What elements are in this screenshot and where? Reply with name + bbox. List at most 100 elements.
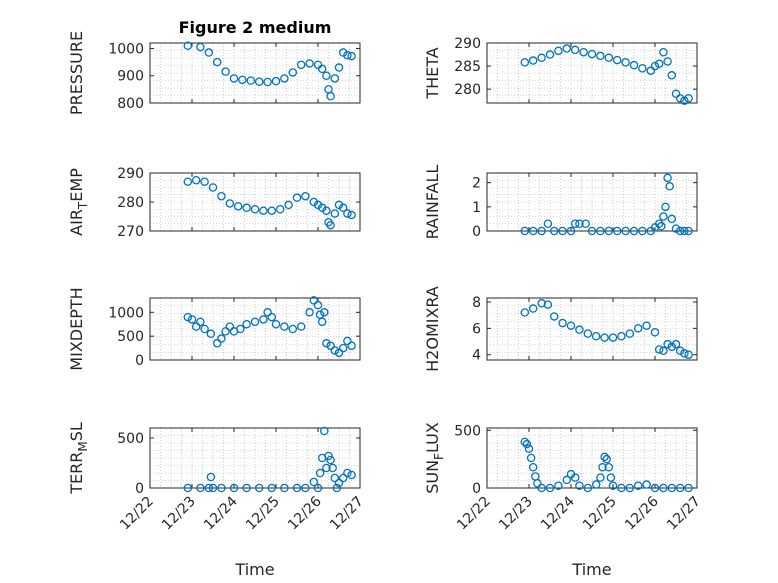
data-point — [347, 341, 356, 350]
data-point — [305, 308, 314, 317]
x-tick-label: 12/22 — [454, 494, 494, 534]
data-point — [604, 226, 614, 236]
y-axis-label: THETA — [423, 47, 442, 99]
data-point — [322, 71, 331, 80]
data-point — [275, 204, 285, 214]
data-point — [305, 59, 314, 68]
data-point — [583, 483, 593, 493]
data-point — [591, 480, 601, 489]
data-point — [543, 219, 553, 228]
data-point — [642, 321, 651, 330]
data-point — [528, 56, 538, 65]
data-point — [562, 44, 572, 53]
data-point — [259, 206, 268, 215]
data-point — [549, 226, 559, 236]
data-point — [242, 483, 251, 493]
data-point — [537, 226, 546, 236]
x-tick-label: 12/27 — [664, 494, 704, 534]
data-point — [575, 219, 584, 228]
data-point — [242, 319, 251, 329]
x-tick-label: 12/25 — [580, 494, 620, 534]
data-point — [343, 336, 352, 346]
data-point — [659, 212, 668, 221]
data-point — [587, 49, 597, 59]
data-point — [206, 329, 216, 339]
data-point — [667, 483, 677, 493]
data-point — [554, 46, 563, 56]
x-axis-label: Time — [234, 560, 274, 579]
data-point — [537, 483, 546, 493]
data-point — [267, 483, 277, 493]
data-point — [292, 193, 302, 202]
data-point — [583, 329, 593, 338]
data-point — [675, 226, 685, 236]
data-point — [322, 206, 331, 215]
data-point — [570, 45, 580, 55]
data-point — [233, 202, 243, 211]
y-tick-label: 290 — [117, 166, 144, 182]
data-point — [191, 322, 201, 331]
data-point — [288, 324, 298, 334]
y-tick-label: 0 — [135, 353, 144, 369]
data-point — [680, 226, 689, 236]
subplot-sun-flux: 0 500 12/22 12/23 12/24 12/25 12/26 12/27 SUNFLU… — [423, 422, 704, 579]
data-point — [638, 64, 647, 73]
data-point — [604, 53, 614, 63]
data-point — [263, 77, 272, 87]
data-point — [309, 197, 319, 207]
y-axis-label: PRESSURE — [67, 31, 86, 115]
data-point — [246, 76, 256, 85]
data-point — [309, 477, 319, 487]
data-point — [650, 61, 660, 71]
y-tick-label: 280 — [117, 195, 144, 211]
data-point — [625, 483, 635, 493]
axes-box — [486, 297, 698, 361]
data-point — [675, 94, 685, 103]
data-point — [661, 202, 670, 212]
x-tick-label: 12/24 — [538, 493, 578, 533]
data-point — [625, 329, 635, 338]
data-point — [684, 226, 693, 236]
x-tick-label: 12/23 — [159, 494, 199, 534]
data-point — [621, 58, 630, 67]
subplot-rainfall: 0 1 2 RAINFALL — [423, 165, 698, 240]
axes-box — [486, 42, 698, 104]
data-point — [326, 220, 335, 230]
axes-box — [486, 172, 698, 232]
subplot-air-temp: 270 280 290 AIRTEMP — [67, 166, 361, 240]
data-point — [347, 210, 356, 220]
data-point — [566, 321, 576, 330]
data-point — [612, 226, 622, 236]
data-point — [646, 66, 656, 75]
y-tick-label: 0 — [472, 224, 481, 240]
data-point — [296, 60, 306, 70]
x-tick-label: 12/22 — [117, 494, 157, 534]
data-point — [566, 226, 576, 236]
data-point — [657, 221, 666, 231]
y-axis-label: RAINFALL — [423, 165, 442, 240]
data-point — [667, 71, 677, 80]
y-tick-label: 1000 — [108, 41, 144, 57]
data-point — [196, 42, 205, 52]
data-point — [617, 483, 626, 493]
data-point — [271, 76, 281, 86]
axes-box — [149, 42, 361, 104]
data-point — [654, 59, 664, 69]
axes-box — [149, 297, 361, 361]
data-point — [575, 325, 584, 334]
data-point — [271, 319, 281, 329]
data-point — [665, 182, 674, 191]
data-point — [642, 480, 651, 489]
data-point — [558, 318, 567, 328]
data-point — [229, 483, 239, 493]
data-point — [562, 475, 572, 485]
data-point — [301, 483, 310, 493]
data-point — [250, 317, 260, 327]
data-point — [659, 47, 668, 57]
y-axis-label: H2OMIXRA — [423, 286, 442, 372]
data-point — [315, 468, 325, 478]
data-point — [545, 483, 555, 493]
data-point — [301, 191, 310, 201]
y-tick-label: 0 — [472, 481, 481, 497]
